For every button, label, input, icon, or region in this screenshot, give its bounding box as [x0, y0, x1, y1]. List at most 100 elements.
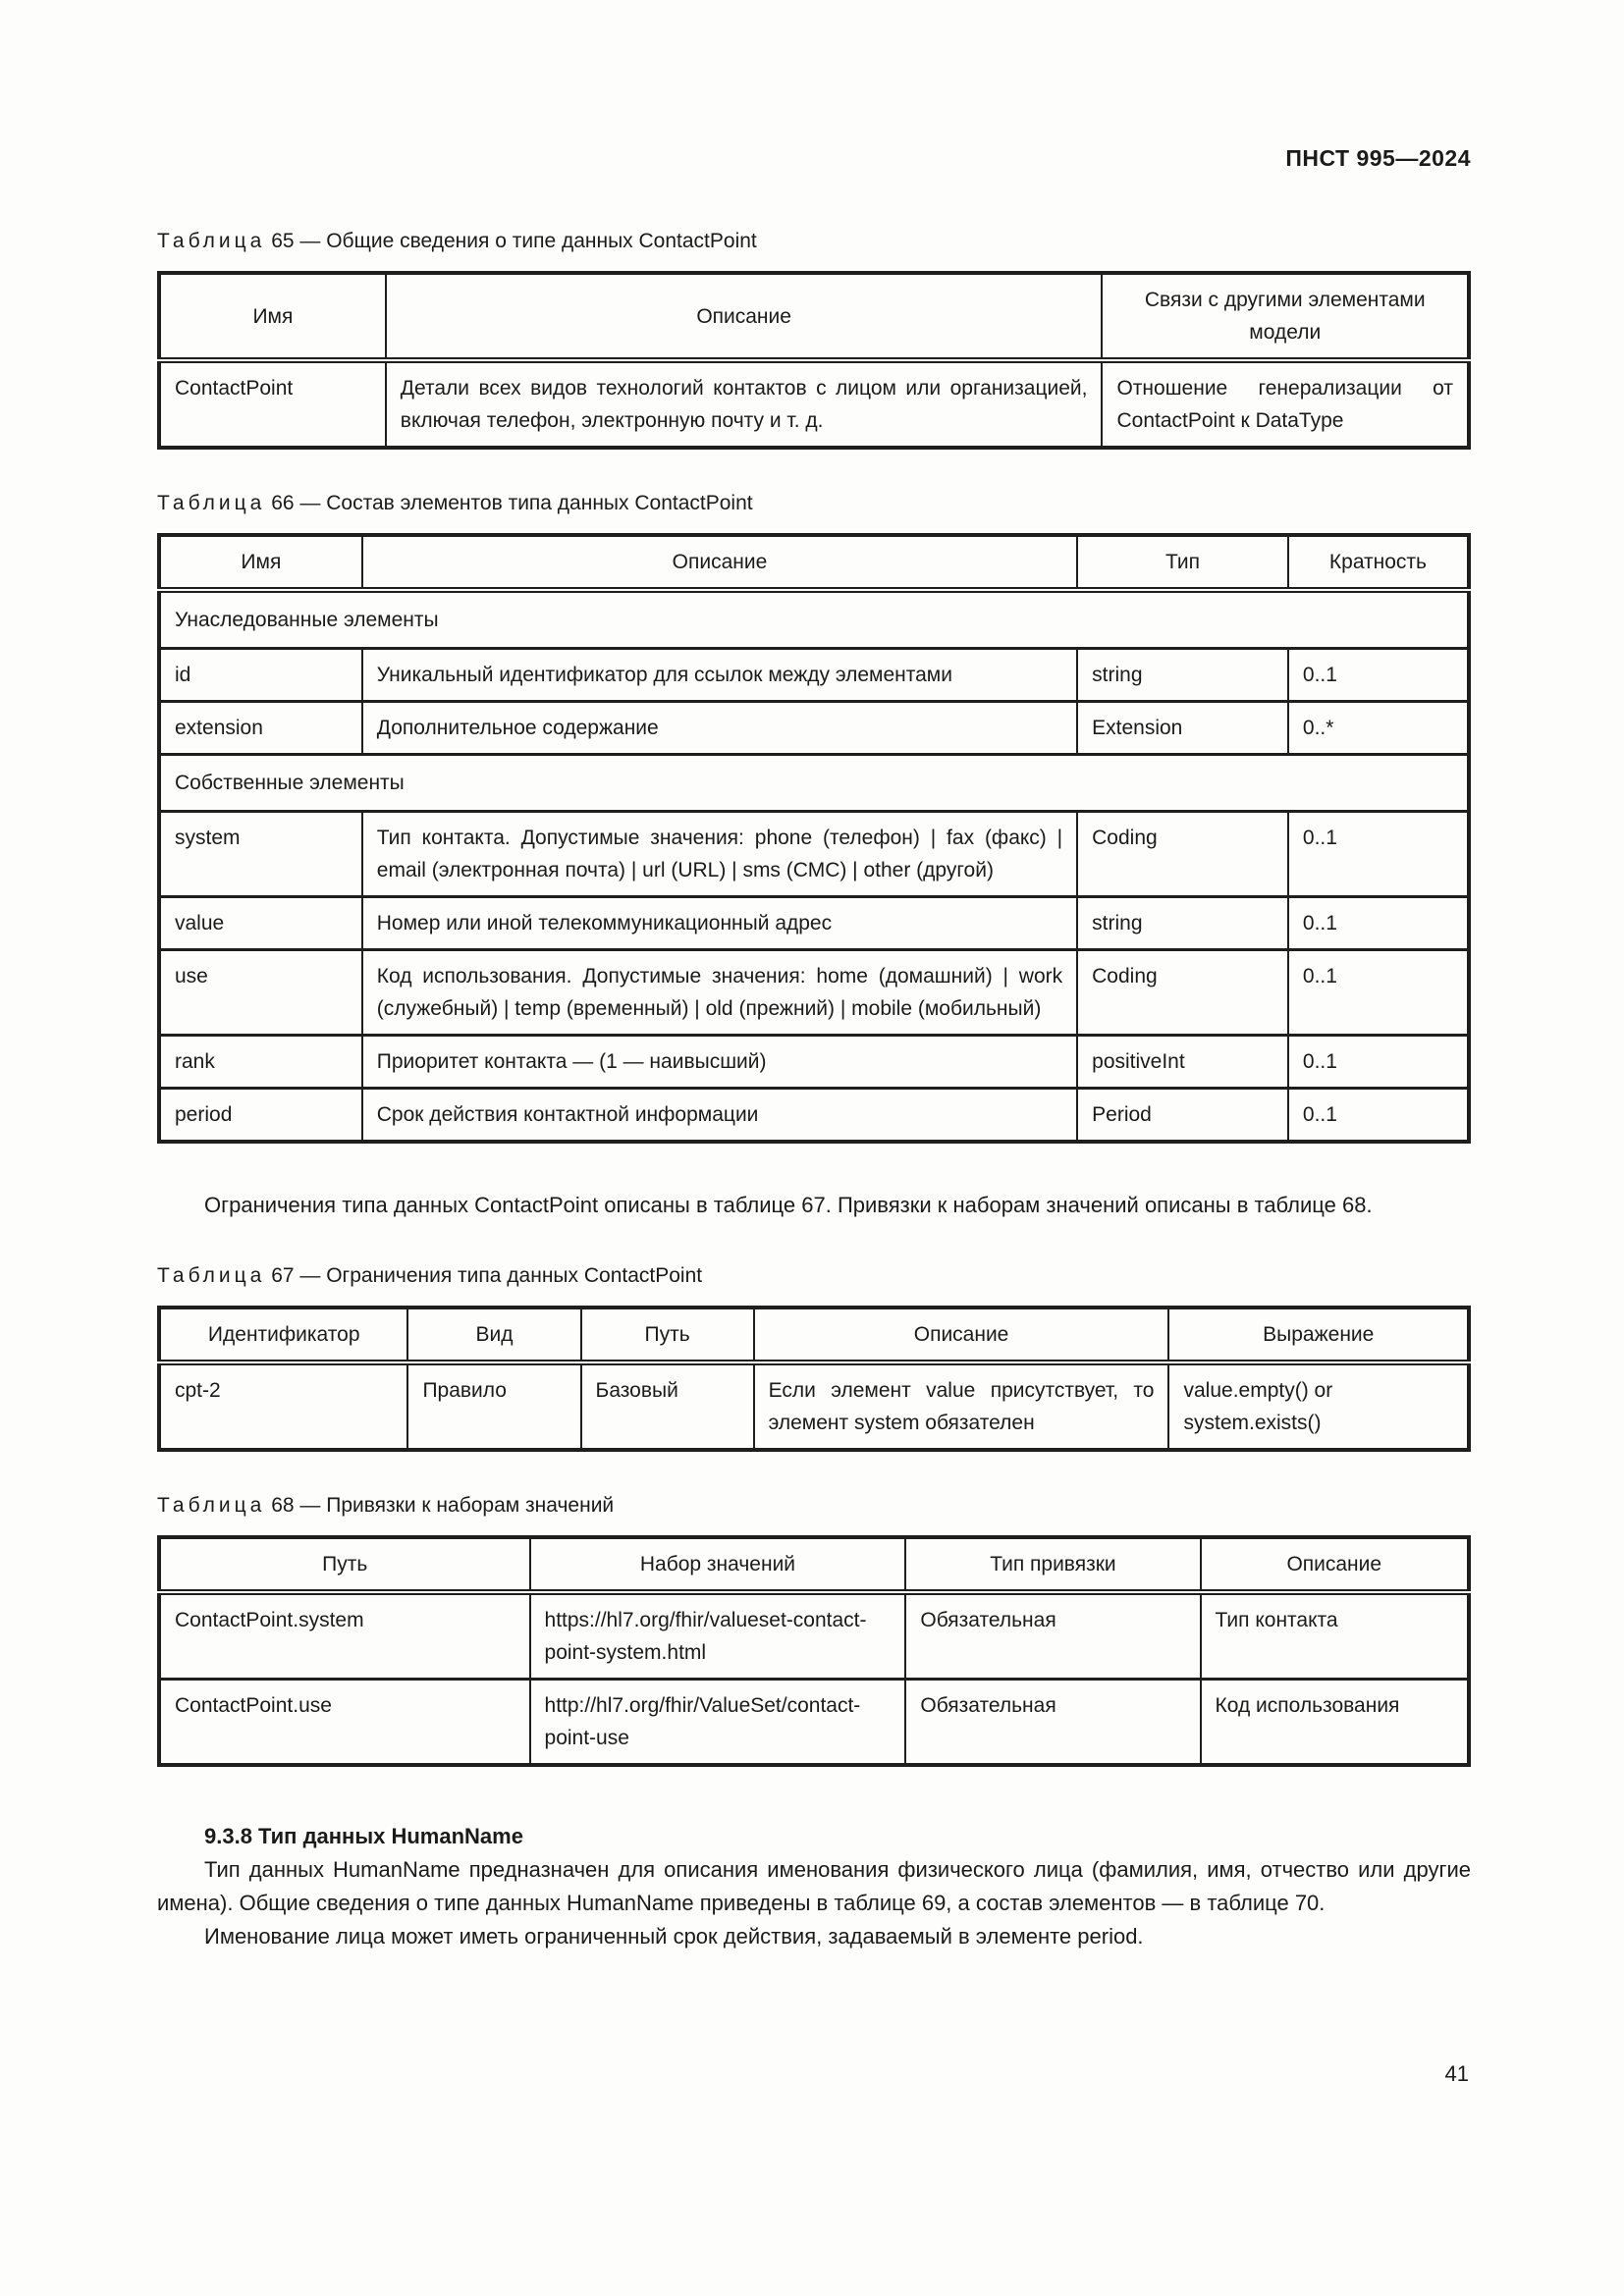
- table65-caption-number: 65: [271, 230, 295, 252]
- table68-cell-binding-type: Обязательная: [904, 1678, 1202, 1767]
- table65-header-description: Описание: [384, 272, 1104, 363]
- table65-caption-label: Таблица: [157, 230, 266, 252]
- table66-cell-type: string: [1076, 647, 1289, 703]
- table68-header-path: Путь: [158, 1536, 531, 1595]
- table66-cell-name: id: [158, 647, 363, 703]
- table66-cell-type: Coding: [1076, 810, 1289, 898]
- table67: Идентификатор Вид Путь Описание Выражени…: [157, 1306, 1471, 1452]
- table67-header-identifier: Идентификатор: [157, 1307, 409, 1365]
- table66-cell-cardinality: 0..*: [1286, 700, 1471, 756]
- table-row: system Тип контакта. Допустимые значения…: [158, 810, 1471, 898]
- table65-header-relations: Связи с другими элементами модели: [1101, 272, 1470, 363]
- table68-caption-number: 68: [271, 1494, 295, 1517]
- table65-caption: Таблица 65 — Общие сведения о типе данны…: [157, 227, 1471, 256]
- table-row: ContactPoint.use http://hl7.org/fhir/Val…: [158, 1678, 1470, 1767]
- table68-caption-label: Таблица: [157, 1494, 266, 1517]
- table68-cell-path: ContactPoint.use: [158, 1678, 531, 1767]
- table65-caption-title: — Общие сведения о типе данных ContactPo…: [299, 230, 757, 252]
- table66-cell-description: Дополнительное содержание: [360, 700, 1079, 756]
- table67-caption: Таблица 67 — Ограничения типа данных Con…: [157, 1261, 1471, 1291]
- table68-cell-description: Код использования: [1199, 1678, 1470, 1767]
- page-number: 41: [1444, 2061, 1469, 2086]
- table67-header-kind: Вид: [406, 1307, 582, 1365]
- table66-caption-label: Таблица: [157, 492, 266, 514]
- constraints-paragraph: Ограничения типа данных ContactPoint опи…: [204, 1193, 1373, 1217]
- table67-caption-number: 67: [271, 1264, 295, 1287]
- section-paragraph-1: Тип данных HumanName предназначен для оп…: [157, 1857, 1471, 1915]
- table68-header-description: Описание: [1199, 1536, 1470, 1595]
- table-row: use Код использования. Допустимые значен…: [158, 948, 1471, 1037]
- table-row: value Номер или иной телекоммуникационны…: [158, 895, 1471, 951]
- table66-cell-description: Код использования. Допустимые значения: …: [360, 948, 1079, 1037]
- table66-header-name: Имя: [158, 534, 363, 593]
- table68-cell-valueset-url: http://hl7.org/fhir/ValueSet/contact-poi…: [528, 1678, 907, 1767]
- table65-cell-description: Детали всех видов технологий контактов с…: [384, 358, 1104, 450]
- table67-header-expression: Выражение: [1167, 1307, 1470, 1365]
- table-row: period Срок действия контактной информац…: [158, 1087, 1471, 1144]
- table68-cell-valueset-url: https://hl7.org/fhir/valueset-contact-po…: [528, 1590, 907, 1681]
- table67-cell-identifier: cpt-2: [157, 1361, 409, 1452]
- table66-cell-type: Coding: [1076, 948, 1289, 1037]
- table66-cell-cardinality: 0..1: [1286, 810, 1471, 898]
- table66-cell-cardinality: 0..1: [1286, 948, 1471, 1037]
- table66-cell-type: Extension: [1076, 700, 1289, 756]
- table66-cell-name: system: [158, 810, 363, 898]
- table67-header-row: Идентификатор Вид Путь Описание Выражени…: [157, 1307, 1470, 1365]
- table66-cell-cardinality: 0..1: [1286, 1087, 1471, 1144]
- table66-section-inherited: Унаследованные элементы: [158, 588, 1470, 650]
- table-row: cpt-2 Правило Базовый Если элемент value…: [157, 1361, 1470, 1452]
- table66-header-cardinality: Кратность: [1286, 534, 1471, 593]
- section-paragraph-2: Именование лица может иметь ограниченный…: [204, 1924, 1144, 1949]
- table66-caption-number: 66: [271, 492, 295, 514]
- table66-cell-description: Срок действия контактной информации: [360, 1087, 1079, 1144]
- table66-header-description: Описание: [360, 534, 1079, 593]
- table68-cell-description: Тип контакта: [1199, 1590, 1470, 1681]
- table66-section-own: Собственные элементы: [158, 753, 1470, 813]
- table-row: extension Дополнительное содержание Exte…: [158, 700, 1471, 756]
- section-heading: 9.3.8 Тип данных HumanName: [204, 1824, 523, 1848]
- table66: Имя Описание Тип Кратность Унаследованны…: [157, 533, 1471, 1144]
- standard-code-header: ПНСТ 995—2024: [1285, 145, 1471, 171]
- table66-header-row: Имя Описание Тип Кратность: [158, 534, 1471, 593]
- table67-caption-title: — Ограничения типа данных ContactPoint: [299, 1264, 703, 1287]
- table-section-row: Унаследованные элементы: [158, 588, 1470, 650]
- table66-cell-description: Тип контакта. Допустимые значения: phone…: [360, 810, 1079, 898]
- table68-caption-title: — Привязки к наборам значений: [299, 1494, 615, 1517]
- table67-cell-description: Если элемент value присутствует, то элем…: [752, 1361, 1170, 1452]
- table-row: id Уникальный идентификатор для ссылок м…: [158, 647, 1471, 703]
- table68-caption: Таблица 68 — Привязки к наборам значений: [157, 1491, 1471, 1521]
- table66-cell-type: Period: [1076, 1087, 1289, 1144]
- table66-cell-cardinality: 0..1: [1286, 895, 1471, 951]
- table66-cell-name: value: [158, 895, 363, 951]
- table-row: rank Приоритет контакта — (1 — наивысший…: [158, 1034, 1471, 1090]
- table66-header-type: Тип: [1076, 534, 1289, 593]
- table66-cell-name: extension: [158, 700, 363, 756]
- page-content: ПНСТ 995—2024 Таблица 65 — Общие сведени…: [157, 0, 1471, 1953]
- table66-cell-type: string: [1076, 895, 1289, 951]
- table-row: ContactPoint.system https://hl7.org/fhir…: [158, 1590, 1470, 1681]
- table68-header-valueset: Набор значений: [528, 1536, 907, 1595]
- table67-cell-expression: value.empty() or system.exists(): [1167, 1361, 1470, 1452]
- table68-header-binding-type: Тип привязки: [904, 1536, 1202, 1595]
- table66-cell-description: Номер или иной телекоммуникационный адре…: [360, 895, 1079, 951]
- table67-cell-path: Базовый: [579, 1361, 755, 1452]
- table68-cell-binding-type: Обязательная: [904, 1590, 1202, 1681]
- table68-cell-path: ContactPoint.system: [158, 1590, 531, 1681]
- table65-cell-relations: Отношение генерализации от ContactPoint …: [1101, 358, 1470, 450]
- table67-caption-label: Таблица: [157, 1264, 266, 1287]
- table-row: ContactPoint Детали всех видов технологи…: [158, 358, 1470, 450]
- table66-cell-name: period: [158, 1087, 363, 1144]
- table68: Путь Набор значений Тип привязки Описани…: [157, 1535, 1471, 1767]
- table67-header-description: Описание: [752, 1307, 1170, 1365]
- table66-caption-title: — Состав элементов типа данных ContactPo…: [299, 492, 753, 514]
- table67-cell-kind: Правило: [406, 1361, 582, 1452]
- table66-cell-type: positiveInt: [1076, 1034, 1289, 1090]
- table-section-row: Собственные элементы: [158, 753, 1470, 813]
- table66-cell-name: use: [158, 948, 363, 1037]
- table66-cell-description: Приоритет контакта — (1 — наивысший): [360, 1034, 1079, 1090]
- table66-cell-cardinality: 0..1: [1286, 1034, 1471, 1090]
- table65-cell-name: ContactPoint: [158, 358, 387, 450]
- table65-header-row: Имя Описание Связи с другими элементами …: [158, 272, 1470, 363]
- table68-header-row: Путь Набор значений Тип привязки Описани…: [158, 1536, 1470, 1595]
